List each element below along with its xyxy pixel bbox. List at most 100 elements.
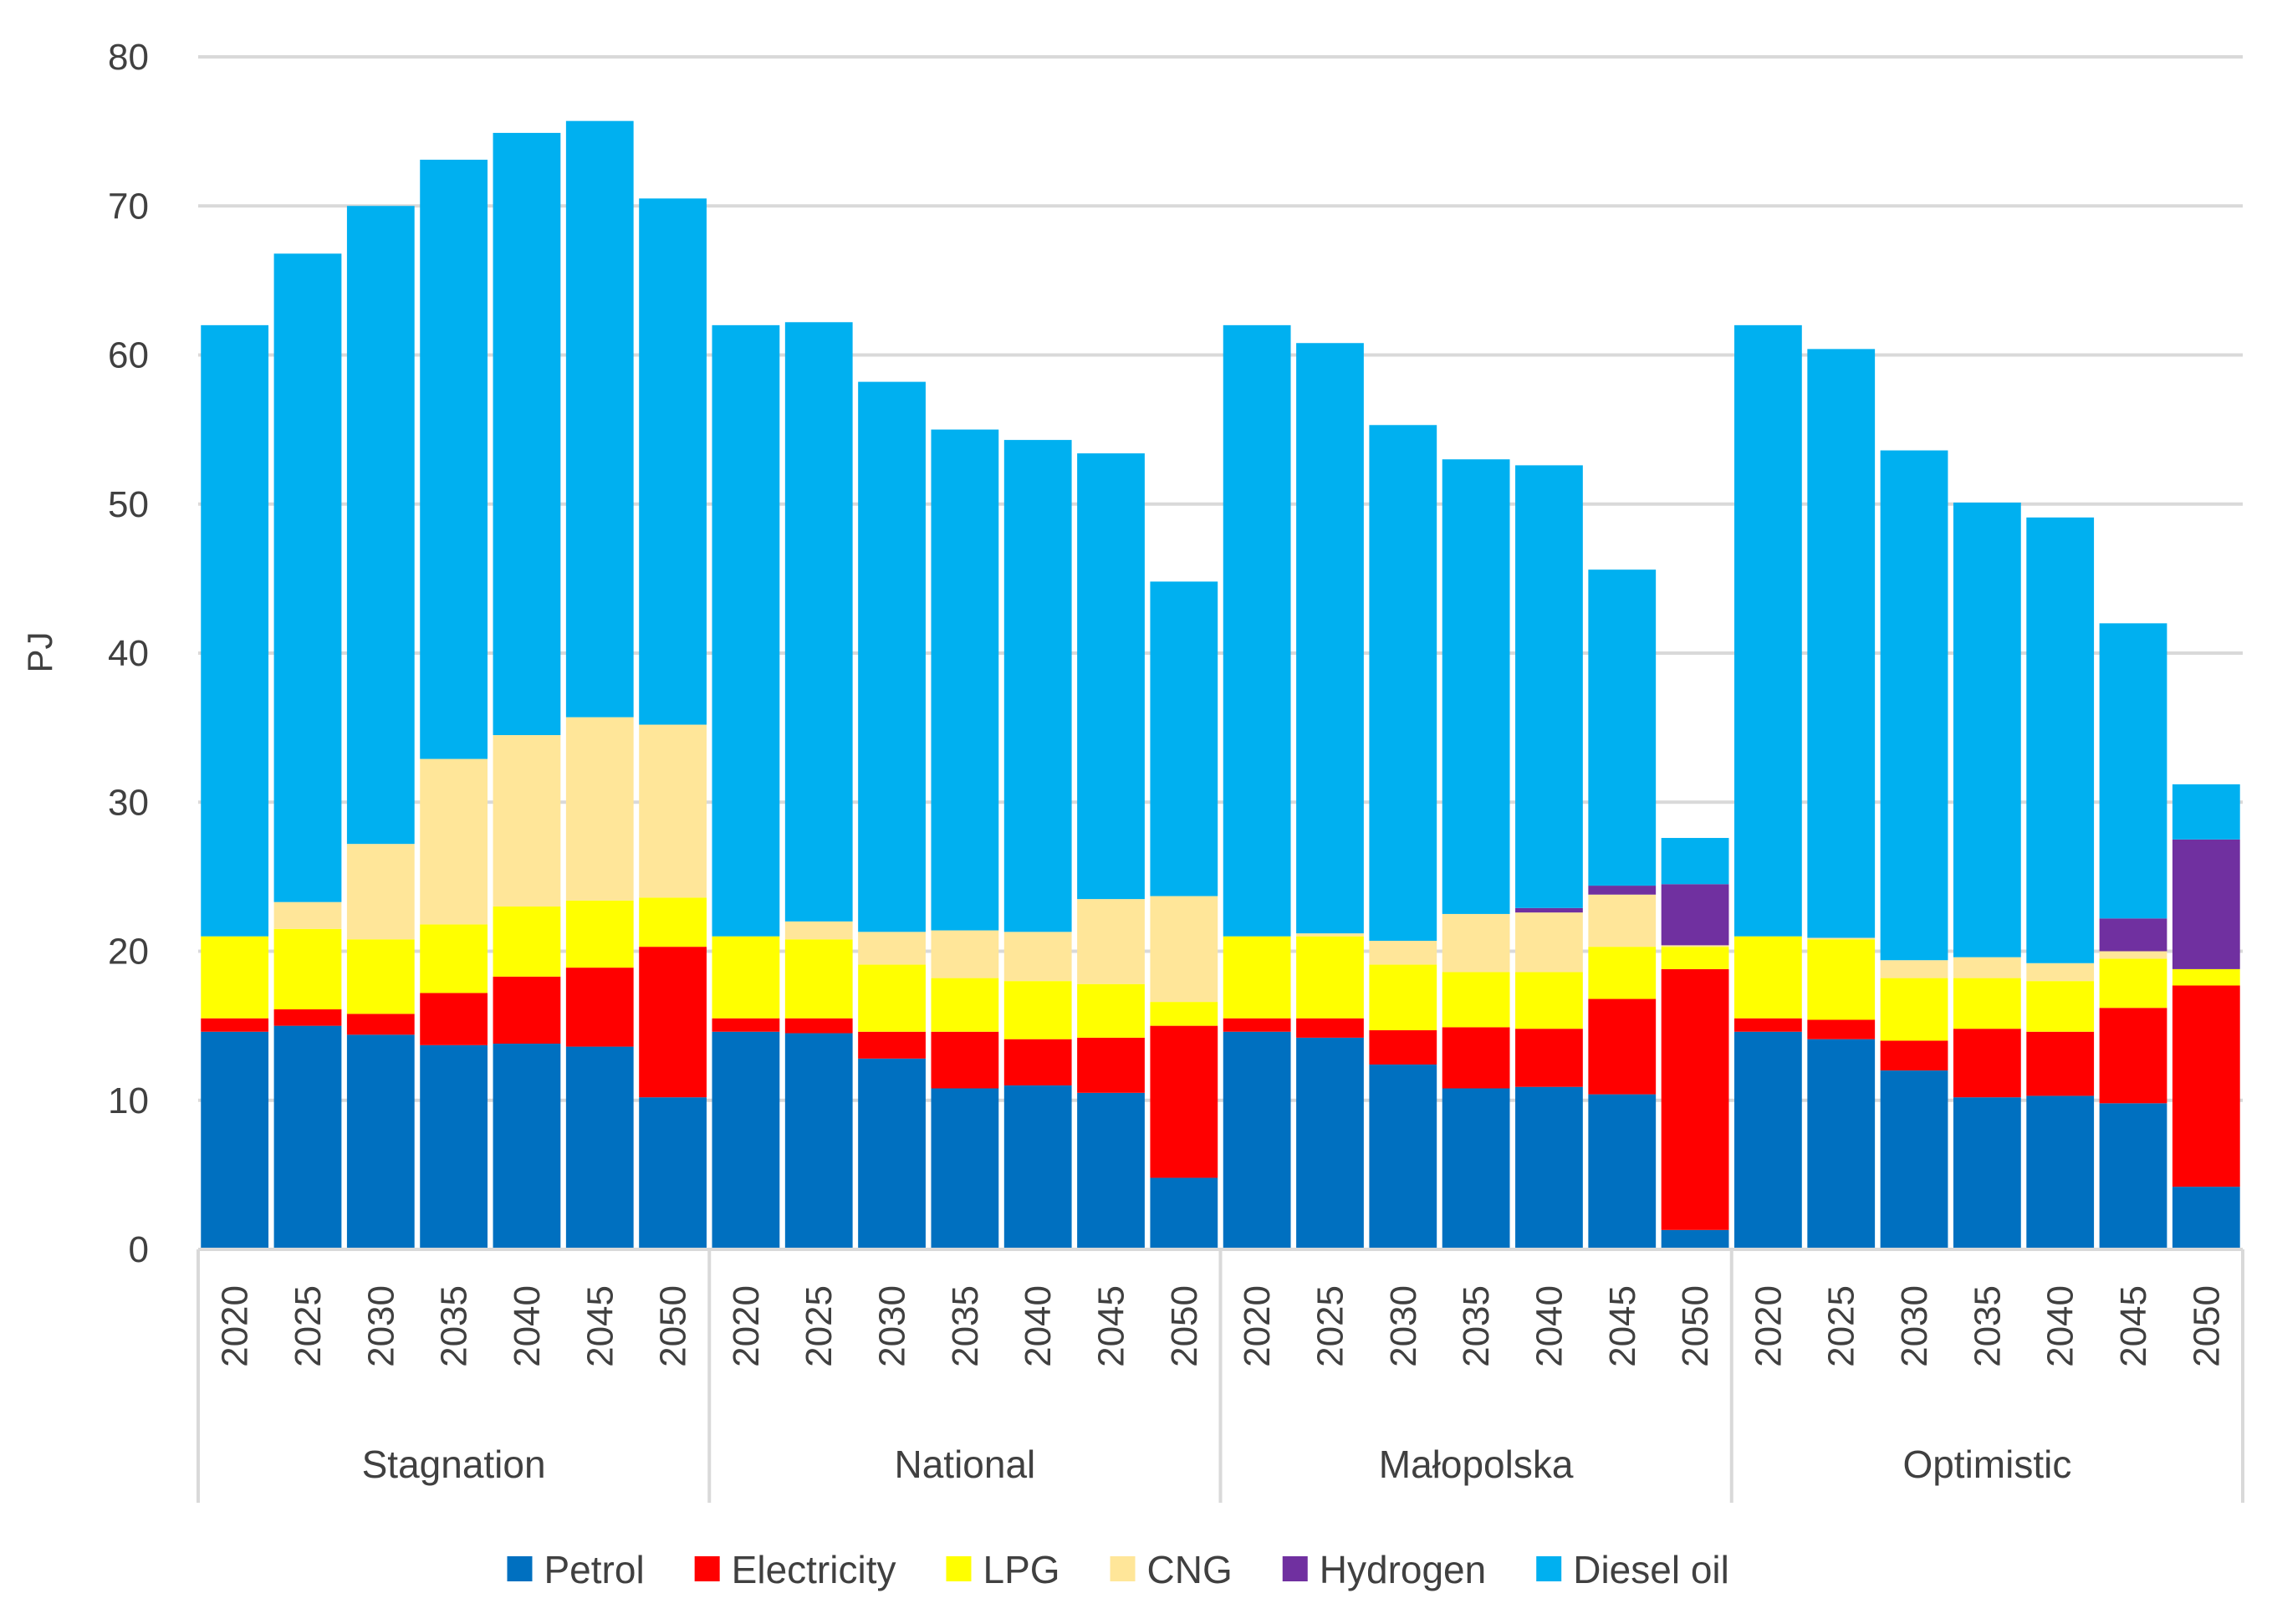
x-tick-label-2035: 2035 (434, 1285, 475, 1367)
bar-segment-diesel-oil-optimistic-2020 (1734, 324, 1802, 937)
bar-segment-diesel-oil-stagnation-2025 (273, 253, 342, 902)
bar-segment-diesel-oil-stagnation-2045 (565, 120, 634, 718)
bar-segment-petrol-małopolska-2020 (1223, 1031, 1291, 1249)
y-tick-label-60: 60 (108, 335, 149, 376)
legend-swatch-electricity (694, 1556, 720, 1581)
bar-segment-petrol-optimistic-2035 (1953, 1097, 2021, 1249)
bar-segment-diesel-oil-national-2040 (1003, 440, 1072, 932)
bar-segment-electricity-optimistic-2040 (2026, 1031, 2095, 1096)
bar-segment-hydrogen-małopolska-2040 (1515, 907, 1583, 913)
y-axis: 0 10 20 30 40 50 60 70 80 (108, 37, 149, 1270)
bar-segment-lpg-national-2050 (1150, 1002, 1218, 1026)
bar-segment-cng-małopolska-2050 (1661, 945, 1729, 947)
y-tick-label-10: 10 (108, 1080, 149, 1121)
bar-segment-petrol-małopolska-2045 (1588, 1094, 1657, 1249)
bar-segment-lpg-stagnation-2040 (493, 906, 561, 977)
bar-segment-petrol-optimistic-2025 (1807, 1039, 1876, 1249)
bar-segment-electricity-stagnation-2035 (420, 993, 488, 1045)
y-tick-label-50: 50 (108, 484, 149, 525)
x-tick-label-2050: 2050 (1164, 1285, 1205, 1367)
x-tick-label-2020: 2020 (726, 1285, 767, 1367)
bar-segment-petrol-małopolska-2035 (1442, 1088, 1510, 1249)
x-tick-label-2030: 2030 (1383, 1285, 1424, 1367)
x-tick-label-2020: 2020 (1748, 1285, 1789, 1367)
bar-segment-electricity-małopolska-2035 (1442, 1027, 1510, 1089)
bar-segment-lpg-stagnation-2020 (201, 936, 269, 1019)
bar-segment-hydrogen-małopolska-2050 (1661, 884, 1729, 946)
bar-segment-electricity-national-2020 (712, 1018, 780, 1032)
bar-segment-lpg-małopolska-2045 (1588, 947, 1657, 999)
bar-segment-cng-małopolska-2040 (1515, 912, 1583, 973)
bar-segment-cng-stagnation-2050 (639, 724, 707, 898)
bar-segment-cng-stagnation-2025 (273, 901, 342, 929)
bar-segment-electricity-national-2045 (1077, 1037, 1145, 1093)
x-tick-label-2025: 2025 (288, 1285, 329, 1367)
x-tick-label-2050: 2050 (2186, 1285, 2227, 1367)
x-tick-label-2030: 2030 (1894, 1285, 1935, 1367)
bar-segment-petrol-małopolska-2030 (1369, 1064, 1437, 1249)
bar-segment-diesel-oil-national-2025 (784, 322, 853, 922)
bar-segment-electricity-małopolska-2040 (1515, 1029, 1583, 1087)
y-tick-label-40: 40 (108, 633, 149, 674)
bar-segment-petrol-stagnation-2040 (493, 1044, 561, 1249)
bar-segment-diesel-oil-małopolska-2050 (1661, 838, 1729, 885)
bar-segment-cng-optimistic-2045 (2099, 951, 2167, 959)
bar-segment-lpg-stagnation-2025 (273, 928, 342, 1010)
bar-segment-cng-małopolska-2025 (1296, 933, 1364, 937)
bar-segment-electricity-national-2040 (1003, 1039, 1072, 1085)
bar-segment-electricity-national-2050 (1150, 1025, 1218, 1178)
x-tick-label-2050: 2050 (653, 1285, 694, 1367)
bar-segment-lpg-stagnation-2035 (420, 924, 488, 993)
bar-segment-electricity-stagnation-2030 (346, 1014, 415, 1035)
bar-segment-petrol-stagnation-2025 (273, 1025, 342, 1250)
bar-segment-petrol-stagnation-2035 (420, 1044, 488, 1249)
x-tick-label-2040: 2040 (2040, 1285, 2081, 1367)
bar-segment-cng-optimistic-2025 (1807, 937, 1876, 940)
x-tick-label-2020: 2020 (1237, 1285, 1278, 1367)
bar-segment-lpg-małopolska-2035 (1442, 972, 1510, 1028)
bar-segment-diesel-oil-stagnation-2035 (420, 159, 488, 759)
bar-segment-lpg-małopolska-2020 (1223, 936, 1291, 1019)
bar-segment-electricity-optimistic-2030 (1880, 1040, 1948, 1071)
bar-segment-petrol-national-2030 (858, 1058, 926, 1249)
bar-segment-diesel-oil-optimistic-2035 (1953, 502, 2021, 958)
bar-segment-electricity-stagnation-2025 (273, 1009, 342, 1026)
bar-segment-lpg-national-2025 (784, 939, 853, 1019)
bar-segment-lpg-optimistic-2040 (2026, 981, 2095, 1032)
x-tick-label-2035: 2035 (1967, 1285, 2008, 1367)
bar-segment-lpg-national-2045 (1077, 983, 1145, 1038)
bar-segment-lpg-national-2020 (712, 936, 780, 1019)
group-label-national: National (895, 1443, 1036, 1486)
bar-segment-electricity-stagnation-2020 (201, 1018, 269, 1032)
x-tick-label-2025: 2025 (799, 1285, 840, 1367)
bar-segment-cng-stagnation-2035 (420, 758, 488, 925)
bar-segment-petrol-national-2045 (1077, 1092, 1145, 1249)
bar-segment-diesel-oil-national-2035 (931, 429, 999, 931)
bar-segment-lpg-małopolska-2025 (1296, 936, 1364, 1019)
bar-segment-diesel-oil-optimistic-2025 (1807, 349, 1876, 938)
bar-segment-petrol-optimistic-2040 (2026, 1095, 2095, 1249)
bar-segment-lpg-optimistic-2050 (2172, 968, 2240, 986)
bar-segment-diesel-oil-optimistic-2050 (2172, 784, 2240, 840)
x-tick-label-2050: 2050 (1675, 1285, 1716, 1367)
x-axis: 2020 2025 2030 2035 2040 2045 2050 2020 2025 2030… (197, 1248, 2244, 1503)
bar-segment-diesel-oil-małopolska-2040 (1515, 465, 1583, 908)
legend-label-petrol: Petrol (544, 1548, 645, 1591)
bar-segment-petrol-national-2020 (712, 1031, 780, 1249)
bar-segment-electricity-optimistic-2035 (1953, 1029, 2021, 1098)
bar-segment-petrol-national-2035 (931, 1088, 999, 1249)
bar-segment-petrol-stagnation-2020 (201, 1031, 269, 1249)
y-tick-label-0: 0 (129, 1229, 149, 1270)
bar-segment-diesel-oil-małopolska-2045 (1588, 569, 1657, 886)
bar-segment-lpg-małopolska-2040 (1515, 972, 1583, 1029)
bar-segment-diesel-oil-optimistic-2030 (1880, 450, 1948, 961)
bar-segment-lpg-national-2035 (931, 978, 999, 1032)
bar-segment-electricity-małopolska-2030 (1369, 1029, 1437, 1065)
x-tick-label-2030: 2030 (872, 1285, 913, 1367)
bar-segment-cng-national-2050 (1150, 896, 1218, 1003)
y-tick-label-30: 30 (108, 782, 149, 823)
bar-segment-lpg-optimistic-2030 (1880, 978, 1948, 1041)
bar-segment-electricity-małopolska-2045 (1588, 998, 1657, 1095)
bar-segment-petrol-małopolska-2025 (1296, 1037, 1364, 1249)
bar-segment-petrol-stagnation-2050 (639, 1097, 707, 1249)
